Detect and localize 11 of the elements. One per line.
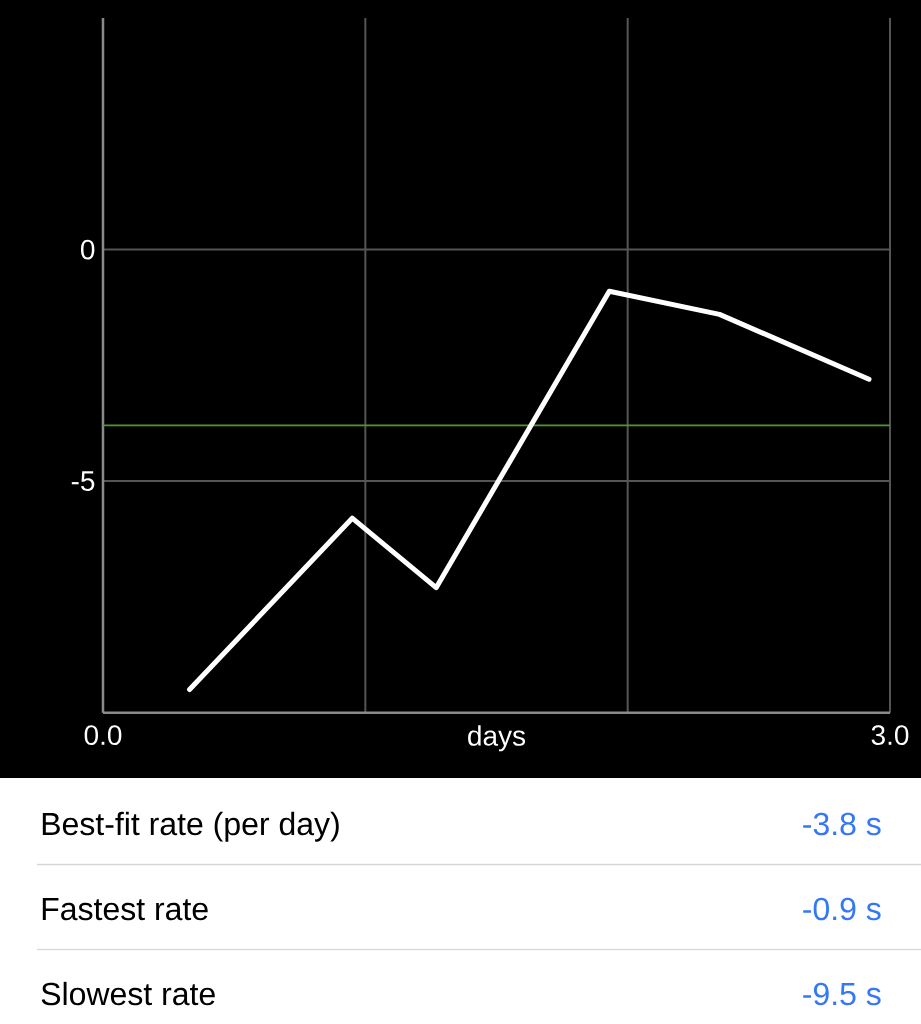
x-axis-title: days bbox=[468, 725, 526, 752]
text: -0.9 s bbox=[803, 897, 881, 921]
x-tick-label: 3.0 bbox=[871, 725, 909, 746]
y-tick-label: -5 bbox=[71, 471, 95, 491]
text: -3.8 s bbox=[803, 812, 881, 836]
y-tick-label: 0 bbox=[80, 239, 95, 260]
text: -9.5 s bbox=[803, 982, 881, 1006]
x-tick-label: 0.0 bbox=[84, 725, 122, 746]
text: Fastest rate bbox=[42, 897, 208, 921]
text: Slowest rate bbox=[41, 981, 215, 1006]
text: Best-fit rate (per day) bbox=[42, 811, 339, 842]
